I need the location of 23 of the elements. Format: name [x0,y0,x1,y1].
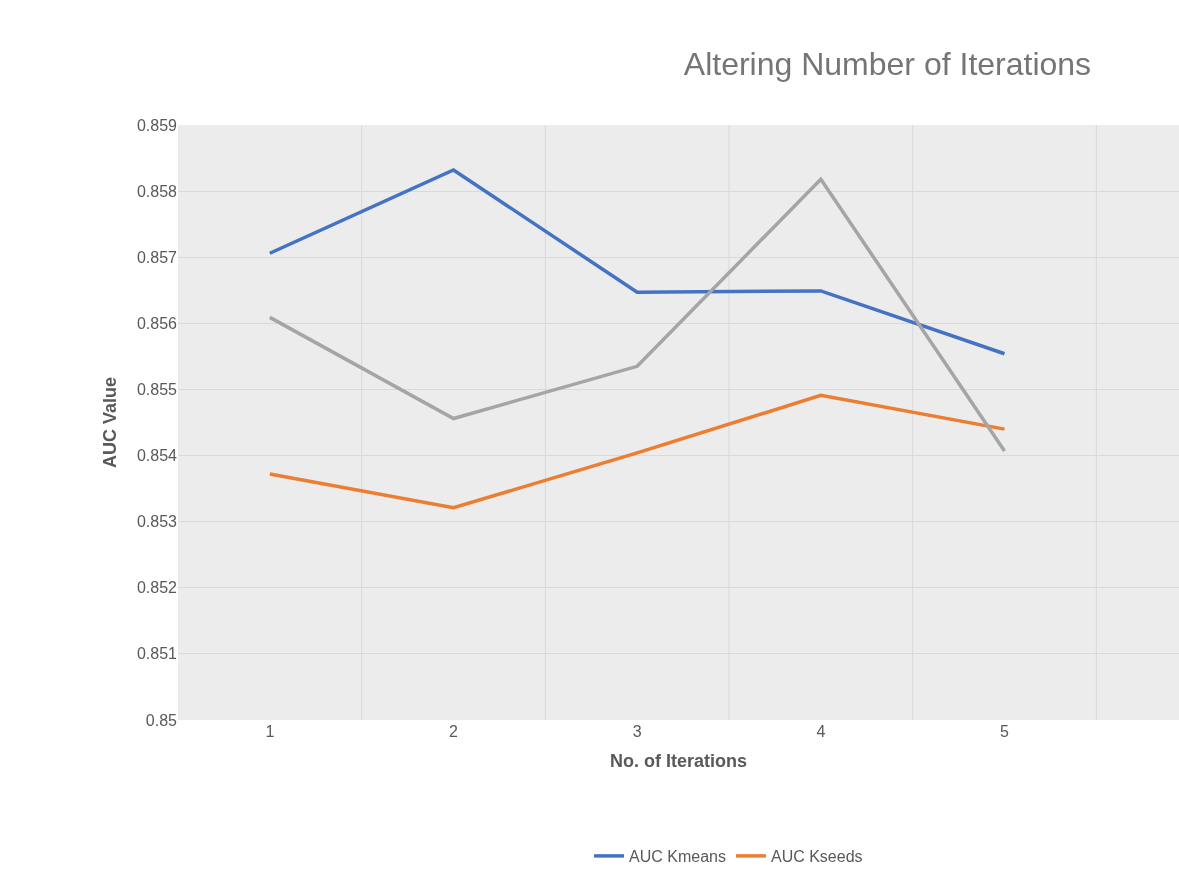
legend-label: AUC Kseeds [770,848,863,866]
x-tick-label: 4 [816,723,826,740]
x-tick-label: 3 [632,723,642,740]
chart-title: Altering Number of Iterations [683,45,1092,82]
y-tick-label: 0.854 [136,447,178,465]
y-tick-label: 0.85 [145,711,178,729]
line-series [268,393,1007,510]
y-tick-label: 0.852 [136,579,178,597]
y-tick-label: 0.853 [136,513,178,531]
x-tick-label: 5 [1000,723,1010,740]
x-tick-label: 1 [265,723,275,740]
y-tick-label: 0.858 [136,182,178,200]
y-tick-label: 0.856 [136,314,178,332]
y-axis-title: AUC Value [100,376,121,469]
x-tick-label: 2 [449,723,459,740]
y-tick-label: 0.857 [136,248,178,266]
legend-label: AUC Kmeans [629,848,726,866]
y-tick-label: 0.851 [136,645,178,663]
line-series [268,177,1007,453]
y-tick-label: 0.859 [136,116,178,134]
x-axis-title: No. of Iterations [609,751,748,772]
y-tick-label: 0.855 [136,381,178,399]
line-series [268,168,1007,356]
